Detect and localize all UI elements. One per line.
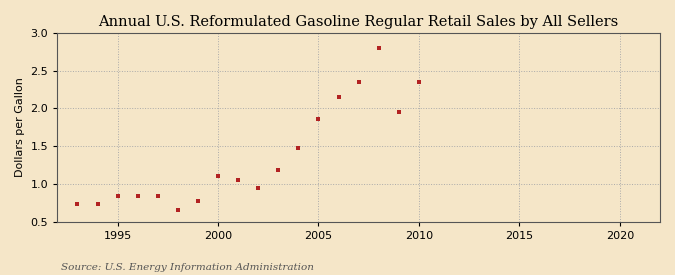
Y-axis label: Dollars per Gallon: Dollars per Gallon [15,77,25,177]
Point [313,117,324,121]
Point [353,80,364,84]
Title: Annual U.S. Reformulated Gasoline Regular Retail Sales by All Sellers: Annual U.S. Reformulated Gasoline Regula… [99,15,619,29]
Point [414,80,425,84]
Point [173,208,184,213]
Text: Source: U.S. Energy Information Administration: Source: U.S. Energy Information Administ… [61,263,314,272]
Point [192,198,203,203]
Point [112,194,123,198]
Point [233,178,244,182]
Point [394,110,404,114]
Point [293,145,304,150]
Point [153,194,163,198]
Point [72,202,83,207]
Point [333,95,344,99]
Point [253,186,264,191]
Point [273,168,284,173]
Point [373,46,384,50]
Point [92,202,103,207]
Point [132,194,143,198]
Point [213,174,223,179]
